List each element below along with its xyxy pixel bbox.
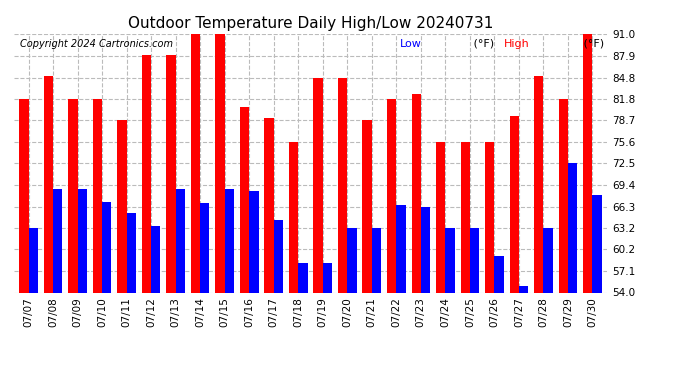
Bar — [166, 56, 176, 292]
Bar — [510, 116, 519, 292]
Bar — [215, 34, 225, 292]
Bar — [421, 207, 430, 292]
Bar — [485, 142, 495, 292]
Bar — [323, 262, 332, 292]
Bar — [445, 228, 455, 292]
Bar — [92, 99, 102, 292]
Bar — [240, 107, 249, 292]
Bar — [593, 195, 602, 292]
Bar — [274, 220, 283, 292]
Text: Copyright 2024 Cartronics.com: Copyright 2024 Cartronics.com — [20, 39, 172, 49]
Bar — [534, 76, 544, 292]
Text: (°F): (°F) — [471, 39, 495, 49]
Bar — [28, 228, 38, 292]
Text: Low: Low — [400, 39, 422, 49]
Bar — [460, 142, 470, 292]
Bar — [142, 56, 151, 292]
Bar — [313, 78, 323, 292]
Bar — [151, 226, 161, 292]
Text: High: High — [504, 39, 530, 49]
Bar — [362, 120, 372, 292]
Bar — [470, 228, 479, 292]
Bar — [387, 99, 396, 292]
Bar — [396, 206, 406, 292]
Bar — [544, 228, 553, 292]
Bar — [117, 120, 126, 292]
Bar — [559, 99, 568, 292]
Bar — [176, 189, 185, 292]
Bar — [264, 118, 274, 292]
Bar — [298, 262, 308, 292]
Bar — [200, 203, 210, 292]
Bar — [102, 202, 111, 292]
Bar — [225, 189, 234, 292]
Bar — [583, 34, 593, 292]
Bar — [338, 78, 347, 292]
Bar — [372, 228, 381, 292]
Bar — [519, 285, 529, 292]
Bar — [191, 34, 200, 292]
Title: Outdoor Temperature Daily High/Low 20240731: Outdoor Temperature Daily High/Low 20240… — [128, 16, 493, 31]
Bar — [53, 189, 62, 292]
Bar — [19, 99, 28, 292]
Bar — [495, 256, 504, 292]
Bar — [126, 213, 136, 292]
Bar — [436, 142, 445, 292]
Bar — [347, 228, 357, 292]
Bar — [249, 191, 259, 292]
Bar — [43, 76, 53, 292]
Bar — [68, 99, 77, 292]
Bar — [289, 142, 298, 292]
Text: (°F): (°F) — [580, 39, 604, 49]
Bar — [77, 189, 87, 292]
Bar — [411, 94, 421, 292]
Bar — [568, 164, 578, 292]
